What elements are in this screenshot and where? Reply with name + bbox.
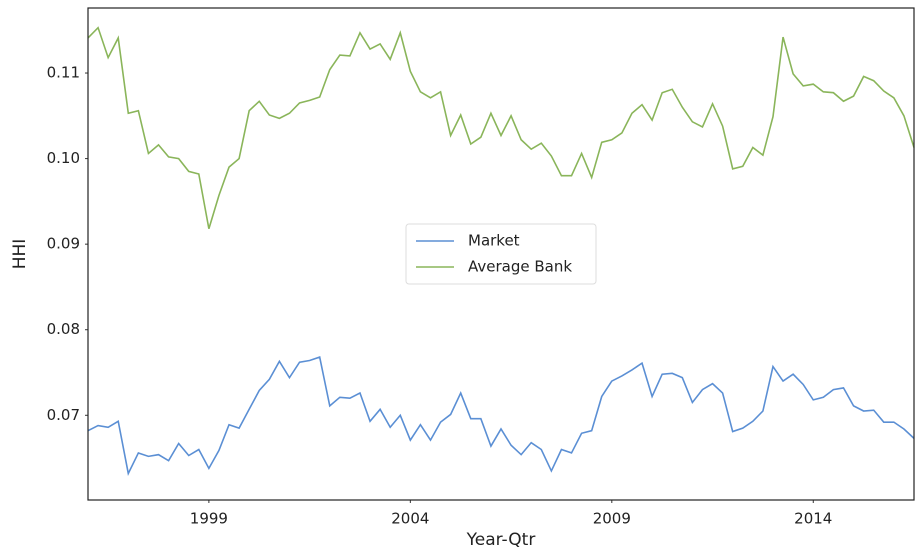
y-tick-label: 0.11 xyxy=(47,64,80,82)
x-tick-label: 1999 xyxy=(190,510,228,528)
y-axis-label: HHI xyxy=(10,239,30,270)
legend-label: Market xyxy=(468,232,520,250)
line-series xyxy=(87,356,915,476)
y-tick-label: 0.10 xyxy=(47,149,80,167)
line-series xyxy=(87,26,915,229)
plot-frame xyxy=(87,7,915,501)
x-tick-label: 2014 xyxy=(794,510,832,528)
y-tick-label: 0.07 xyxy=(47,406,80,424)
y-tick-label: 0.08 xyxy=(47,320,80,338)
x-axis-label: Year-Qtr xyxy=(466,530,536,550)
x-tick-label: 2004 xyxy=(391,510,429,528)
legend-label: Average Bank xyxy=(468,258,572,276)
legend-box xyxy=(405,223,597,285)
y-tick-label: 0.09 xyxy=(47,235,80,253)
x-tick-label: 2009 xyxy=(593,510,631,528)
